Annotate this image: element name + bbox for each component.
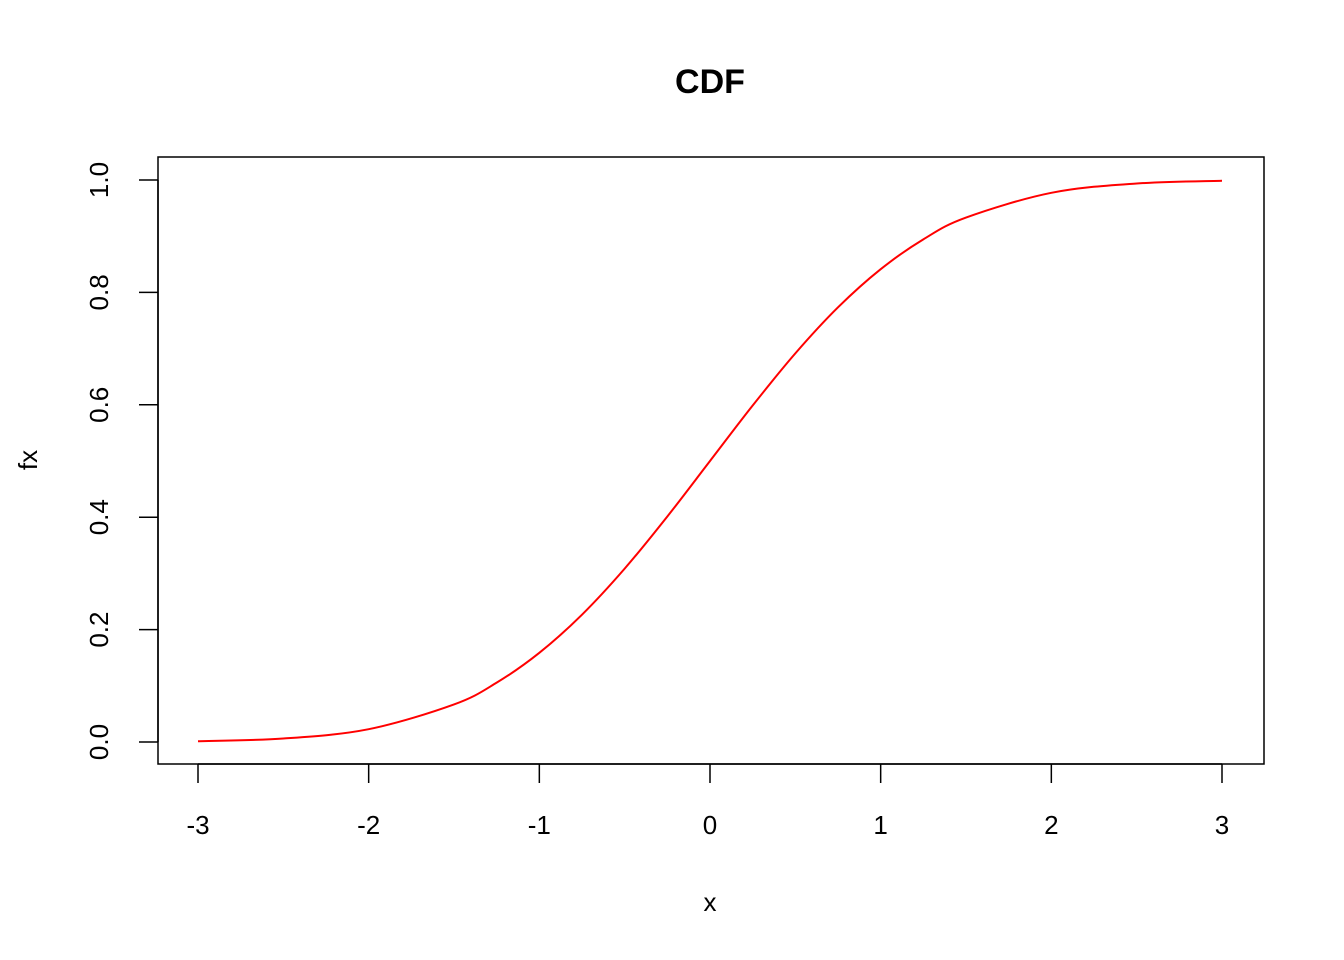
x-tick-label: 3: [1215, 810, 1229, 840]
y-tick-label: 0.4: [84, 499, 114, 535]
y-axis: 0.0 0.2 0.4 0.6 0.8 1.0: [84, 162, 159, 760]
x-tick-label: -3: [186, 810, 209, 840]
y-tick-label: 0.2: [84, 612, 114, 648]
x-tick-label: 0: [703, 810, 717, 840]
y-tick-label: 1.0: [84, 162, 114, 198]
x-tick-label: 1: [873, 810, 887, 840]
x-tick-label: 2: [1044, 810, 1058, 840]
y-tick-label: 0.0: [84, 724, 114, 760]
y-axis-label: fx: [13, 450, 43, 470]
x-axis: -3 -2 -1 0 1 2 3: [186, 763, 1229, 840]
x-tick-label: -1: [528, 810, 551, 840]
series-layer: [197, 179, 1223, 743]
y-tick-label: 0.6: [84, 387, 114, 423]
x-tick-label: -2: [357, 810, 380, 840]
x-axis-label: x: [704, 887, 717, 917]
chart-title: CDF: [675, 63, 745, 101]
y-tick-label: 0.8: [84, 274, 114, 310]
cdf-series-line: [197, 179, 1223, 743]
